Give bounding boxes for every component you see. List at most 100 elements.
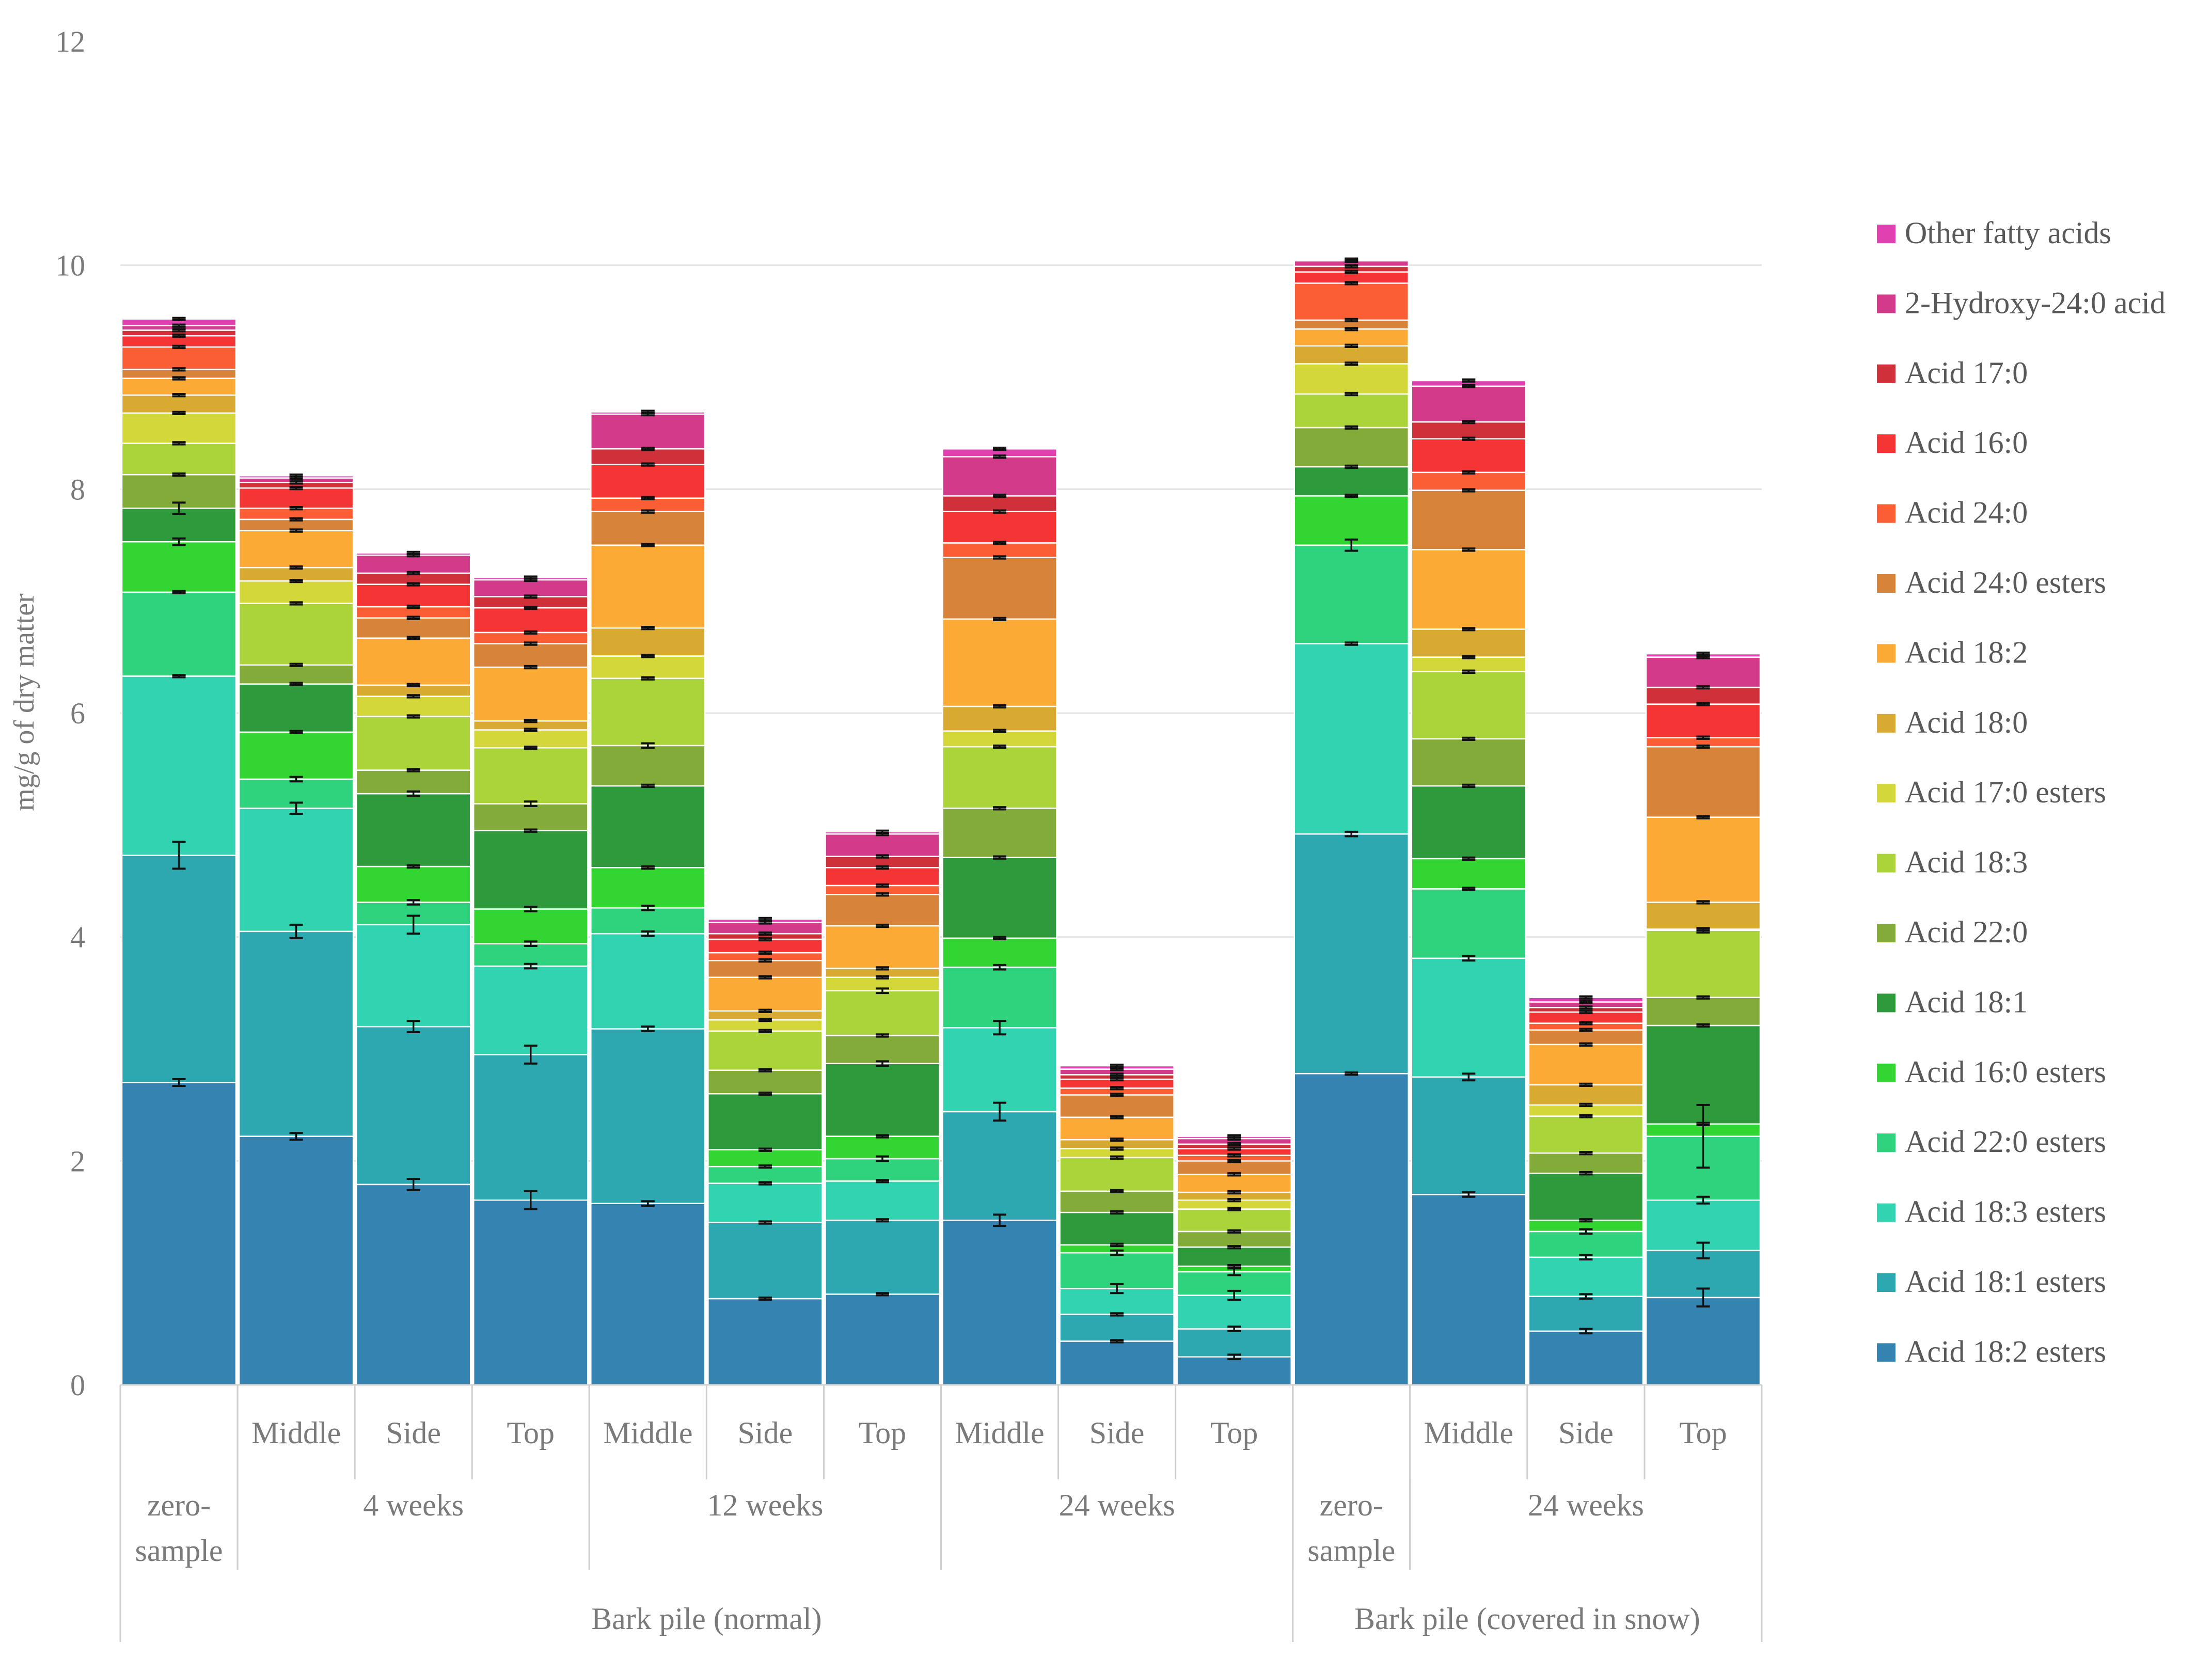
error-bar (1110, 1137, 1124, 1142)
y-tick-label: 0 (70, 1368, 85, 1402)
y-tick-label: 2 (70, 1144, 85, 1178)
bar-segment (1411, 385, 1527, 423)
bar-segment (1411, 549, 1527, 630)
bar-segment (355, 696, 471, 717)
error-bar (758, 1147, 772, 1152)
legend-label: Acid 22:0 esters (1905, 1125, 2106, 1159)
error-bar (289, 682, 303, 686)
bar-segment (707, 1030, 823, 1071)
bar-segment (1176, 1356, 1292, 1386)
error-bar (758, 931, 772, 936)
error-bar (1696, 655, 1710, 659)
bar-segment (355, 924, 471, 1028)
bar-segment (825, 1220, 940, 1295)
error-bar (641, 496, 655, 500)
bar-segment (121, 394, 237, 414)
y-tick-label: 4 (70, 921, 85, 954)
x-group-label: 12 weeks (707, 1488, 823, 1522)
error-bar (1696, 815, 1710, 819)
bar-segment (121, 1082, 237, 1386)
bar-segment (1411, 738, 1527, 787)
legend-swatch (1877, 225, 1895, 243)
error-bar (641, 447, 655, 451)
bar-segment (121, 412, 237, 444)
bar-segment (355, 617, 471, 639)
y-tick-label: 12 (55, 25, 85, 58)
error-bar (1345, 270, 1358, 274)
bar-segment (355, 637, 471, 686)
error-bar (1227, 1289, 1241, 1301)
error-bar (1462, 1072, 1476, 1082)
error-bar (289, 528, 303, 533)
error-bar (406, 914, 420, 935)
x-pile-label: Bark pile (covered in snow) (1354, 1602, 1700, 1636)
error-bar (875, 1155, 889, 1162)
error-bar (1579, 1028, 1593, 1032)
bar-segment (590, 785, 706, 869)
bar-segment (825, 925, 940, 969)
error-bar (1462, 736, 1476, 741)
bar-segment (942, 495, 1057, 512)
error-bar (1110, 1086, 1124, 1091)
legend-item: Acid 18:2 (1877, 635, 2028, 669)
error-bar (1227, 1325, 1241, 1332)
error-bar (1345, 641, 1358, 646)
error-bar (524, 828, 538, 833)
error-bar (641, 509, 655, 514)
bar-segment (1176, 1328, 1292, 1358)
error-bar (289, 801, 303, 815)
bar-segment (1645, 1297, 1761, 1386)
x-tick-label: zero-sample (135, 1488, 223, 1568)
error-bar (875, 966, 889, 971)
error-bar (1696, 744, 1710, 749)
error-bar (1462, 378, 1476, 383)
bar-segment (1645, 816, 1761, 903)
error-bar (172, 674, 186, 678)
error-bar (1110, 1283, 1124, 1294)
error-bar (289, 480, 303, 485)
error-bar (524, 746, 538, 750)
error-bar (758, 1181, 772, 1186)
error-bar (406, 615, 420, 620)
bar-segment (942, 542, 1057, 558)
error-bar (406, 582, 420, 587)
x-tick-label: Middle (955, 1416, 1044, 1450)
bar-segment (1176, 1230, 1292, 1248)
bar-segment (825, 990, 940, 1036)
error-bar (1110, 1312, 1124, 1317)
error-bar (1579, 1254, 1593, 1261)
error-bar (1227, 1245, 1241, 1250)
error-bar (1696, 1103, 1710, 1169)
y-tick-label: 8 (70, 472, 85, 506)
bar-segment (590, 655, 706, 680)
x-tick-label: Side (738, 1416, 793, 1450)
legend-label: Acid 18:2 (1905, 635, 2028, 669)
error-bar (993, 555, 1007, 560)
legend-swatch (1877, 1273, 1895, 1292)
bar-segment (1645, 703, 1761, 738)
bar-segment (1411, 671, 1527, 740)
bar-segment (825, 833, 940, 857)
bar-segment (707, 959, 823, 978)
error-bar (524, 962, 538, 970)
error-bar (1579, 1000, 1593, 1004)
error-bar (1462, 420, 1476, 424)
error-bar (641, 930, 655, 937)
error-bar (172, 323, 186, 328)
x-group-label: 24 weeks (1528, 1488, 1644, 1522)
bar-segment (707, 1298, 823, 1386)
error-bar (1110, 1077, 1124, 1082)
error-bar (1110, 1249, 1124, 1256)
bar-segment (1293, 643, 1410, 835)
error-bar (875, 865, 889, 870)
error-bar (1696, 1195, 1710, 1205)
bar-segment (825, 1035, 940, 1064)
error-bar (641, 543, 655, 547)
bar-segment (1411, 471, 1527, 491)
legend-swatch (1877, 434, 1895, 453)
error-bar (758, 958, 772, 963)
bar-segment (1528, 1029, 1644, 1046)
bar-segment (238, 664, 354, 685)
bar-segment (942, 1027, 1057, 1113)
error-bar (289, 662, 303, 667)
